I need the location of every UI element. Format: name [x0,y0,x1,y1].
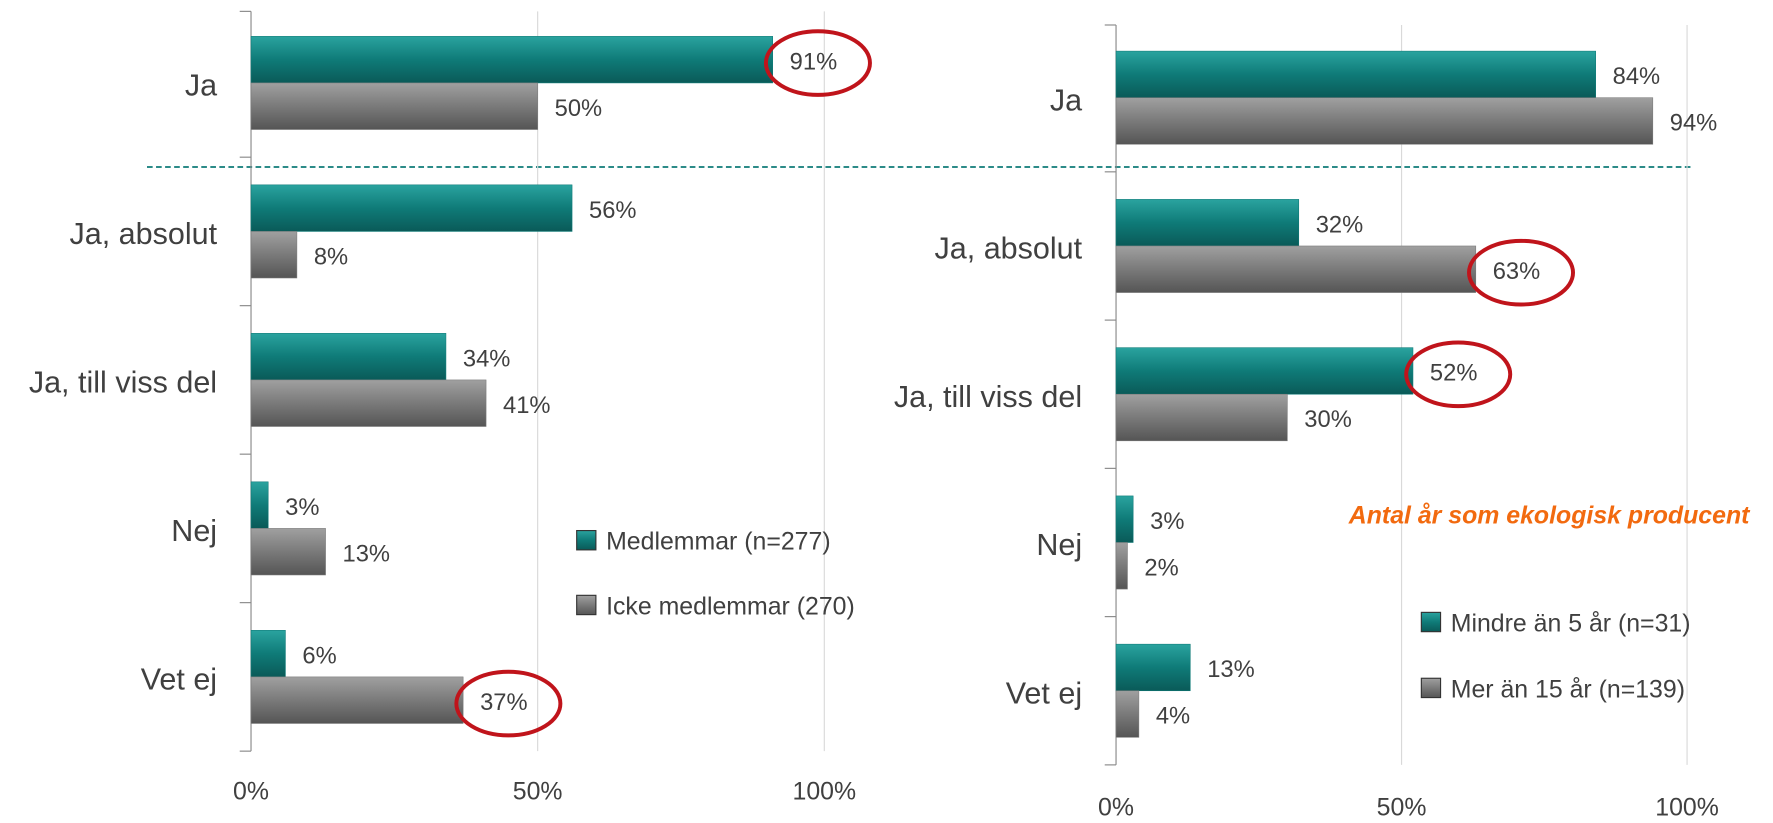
legend-swatch [576,594,597,616]
value-label: 56% [589,197,637,224]
value-label: 94% [1670,110,1718,137]
highlight-circle [1467,238,1576,307]
value-label: 52% [1430,360,1478,387]
legend-label: Mer än 15 år (n=139) [1451,675,1685,703]
x-tick-label: 100% [793,778,857,806]
bar [250,333,447,381]
bar [250,379,487,427]
value-label: 50% [555,95,603,122]
legend-label: Mindre än 5 år (n=31) [1451,609,1691,637]
value-label: 84% [1613,63,1661,90]
category-label: Vet ej [1006,676,1082,710]
bar [1115,690,1140,738]
value-label: 30% [1304,406,1352,433]
bar [250,630,286,678]
category-label: Ja, till viss del [894,380,1082,414]
category-label: Ja, till viss del [29,365,217,399]
value-label: 3% [1150,508,1184,535]
value-label: 6% [302,642,336,669]
legend-swatch [1420,677,1442,699]
bar [1115,542,1128,590]
x-tick-label: 50% [1377,793,1427,818]
bar [1115,199,1300,247]
value-label: 2% [1144,554,1178,581]
category-label: Nej [171,514,217,548]
bar [250,36,773,84]
bar [250,481,269,529]
category-label: Ja [185,69,218,103]
value-label: 32% [1316,211,1364,238]
legend-swatch [1420,611,1442,633]
x-tick-label: 0% [233,778,269,806]
category-label: Nej [1036,528,1082,562]
legend-label: Medlemmar (n=277) [606,528,831,556]
category-label: Vet ej [141,662,217,696]
value-label: 37% [480,689,528,716]
x-tick-label: 0% [1098,793,1134,818]
bar [1115,643,1191,692]
bar [250,231,298,279]
value-label: 8% [314,243,348,270]
legend-swatch [576,529,597,551]
x-tick-label: 100% [1655,793,1719,818]
value-label: 13% [343,540,391,567]
bar [250,676,464,724]
highlight-circle [1404,340,1513,409]
x-tick-label: 50% [513,778,563,806]
bar [1115,97,1654,145]
highlight-circle [454,669,563,738]
value-label: 91% [790,48,838,75]
value-label: 4% [1156,703,1190,730]
category-label: Ja, absolut [69,217,217,251]
bar [1115,347,1414,395]
bar [250,184,573,232]
bar [1115,245,1477,293]
legend-label: Icke medlemmar (270) [606,592,855,620]
highlight-circle [763,29,872,97]
value-label: 3% [285,494,319,521]
category-label: Ja, absolut [935,232,1083,266]
value-label: 13% [1207,656,1255,683]
value-label: 34% [463,345,511,372]
value-label: 41% [503,392,551,419]
bar [1115,393,1288,442]
bar [250,82,538,130]
annotation: Antal år som ekologisk producent [1348,501,1751,529]
bar [250,528,326,576]
bar [1115,50,1596,98]
value-label: 63% [1493,258,1541,285]
bar [1115,495,1134,543]
category-label: Ja [1050,83,1083,117]
